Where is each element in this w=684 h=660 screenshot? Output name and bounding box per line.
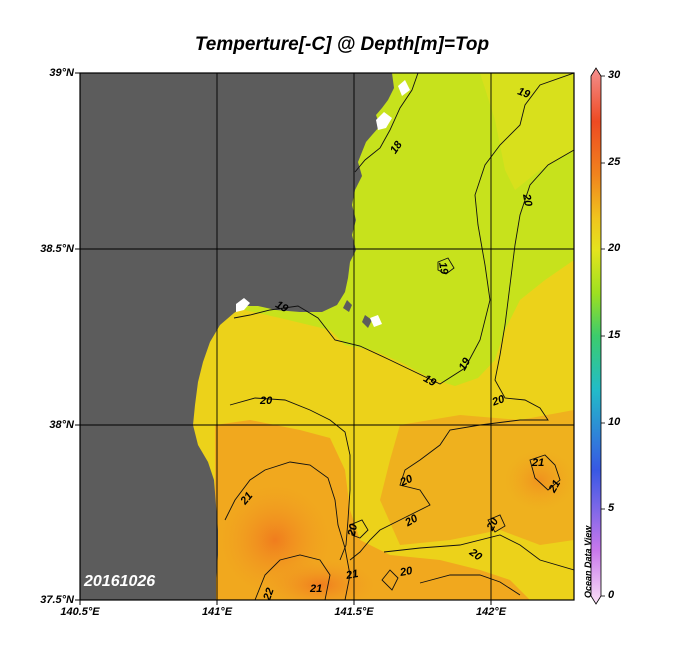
- nodata-patch: [236, 298, 250, 312]
- graticule: [80, 73, 574, 600]
- colorbar-label-0: 0: [608, 589, 615, 601]
- lat-label-37-5: 37.5°N: [40, 594, 74, 606]
- colorbar-label-30: 30: [608, 69, 621, 81]
- nodata-patch: [398, 80, 410, 96]
- contour-label: 21: [546, 478, 563, 495]
- contour-label: 20: [398, 565, 414, 579]
- contour-20d: [419, 574, 521, 596]
- land-mass: [80, 73, 394, 600]
- contour-label: 19: [516, 86, 532, 102]
- contour-lines: [224, 73, 574, 600]
- lon-label-141: 141°E: [201, 606, 233, 618]
- lat-label-38-5: 38.5°N: [40, 243, 74, 255]
- contour-label: 20: [520, 192, 534, 208]
- colorbar-label-20: 20: [608, 242, 621, 254]
- lon-label-141-5: 141.5°E: [334, 606, 374, 618]
- colorbar: [590, 67, 605, 605]
- island: [362, 315, 372, 328]
- contour-19: [233, 73, 574, 385]
- contour-21a: [224, 461, 351, 600]
- date-stamp: 20161026: [84, 573, 156, 590]
- contour-21b: [254, 554, 331, 600]
- contour-label: 20: [346, 522, 360, 538]
- colorbar-gradient: [590, 67, 602, 605]
- lat-label-38: 38°N: [49, 419, 74, 431]
- island: [343, 300, 352, 312]
- contour-19b: [437, 257, 455, 275]
- lat-label-39: 39°N: [49, 67, 74, 79]
- contour-label: 19: [436, 261, 450, 276]
- contour-18: [354, 73, 419, 173]
- contour-21e: [381, 569, 399, 591]
- contour-20c: [383, 534, 574, 571]
- contour-label: 21: [344, 568, 359, 582]
- contour-21d: [349, 519, 369, 539]
- nodata-patch: [370, 315, 382, 327]
- map-field: 18 19 19 19 19 19 20 20 20 20 20 20 20 2…: [80, 73, 574, 603]
- contour-21c: [529, 454, 561, 491]
- contour-label: 22: [261, 586, 277, 603]
- hot-spot-s: [265, 560, 375, 600]
- ocean-field-hot-east: [380, 410, 574, 545]
- axis-ticks: [75, 72, 492, 605]
- colorbar-label-10: 10: [608, 416, 621, 428]
- lon-label-140-5: 140.5°E: [60, 606, 100, 618]
- contour-20b: [229, 397, 351, 561]
- map-frame: [79, 72, 575, 601]
- map-title: Temperture[-C] @ Depth[m]=Top: [194, 34, 490, 55]
- colorbar-label-15: 15: [608, 329, 621, 341]
- contour-label: 20: [490, 393, 507, 409]
- ocean-field-transition: [480, 73, 574, 190]
- hot-spot-e: [505, 450, 574, 510]
- contour-label: 21: [531, 457, 544, 469]
- contour-20a: [349, 149, 574, 561]
- contour-label: 21: [309, 583, 322, 595]
- contour-label: 20: [259, 395, 273, 407]
- nodata-patch: [376, 112, 392, 130]
- contour-20e: [487, 514, 506, 533]
- contour-label: 20: [398, 472, 416, 489]
- lon-label-142: 142°E: [475, 606, 507, 618]
- colorbar-ticks: [601, 75, 605, 597]
- odv-credit: Ocean Data View: [583, 525, 593, 598]
- colorbar-label-25: 25: [608, 156, 621, 168]
- colorbar-label-5: 5: [608, 502, 615, 514]
